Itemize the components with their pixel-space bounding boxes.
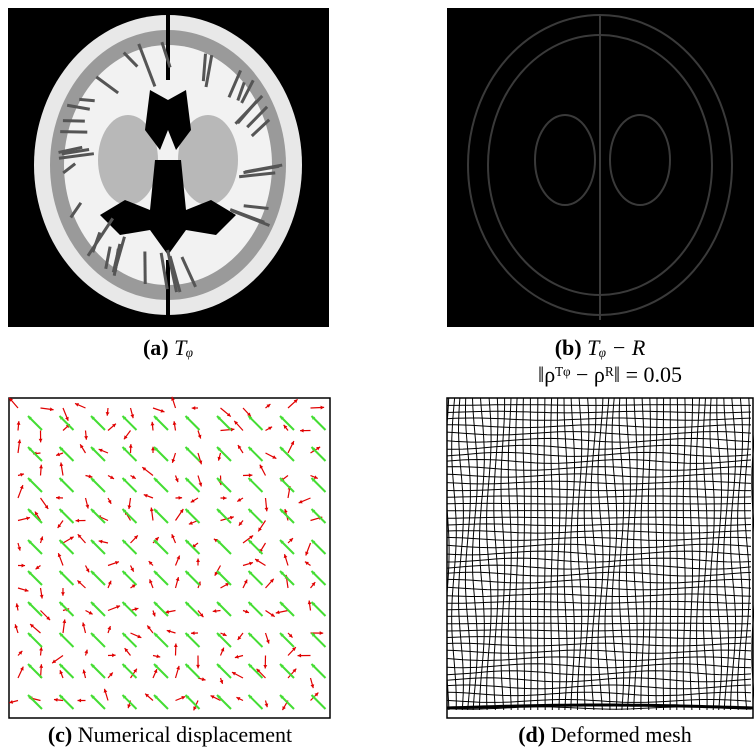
mesh-line (447, 623, 751, 624)
caption-text: Deformed mesh (551, 722, 692, 747)
panel-label: (b) (555, 335, 582, 360)
panel-label: (c) (48, 722, 72, 747)
displacement-field (9, 397, 330, 718)
caption-d: (d) Deformed mesh (480, 722, 730, 748)
caption-a: (a) Tᵩ (88, 335, 248, 361)
caption-text: Tᵩ − R (587, 335, 645, 360)
deformed-mesh (445, 398, 754, 718)
caption-text: Numerical displacement (78, 722, 292, 747)
caption-note: ‖ρᵀᵠ − ρᴿ‖ = 0.05 (538, 362, 682, 387)
sulcus (79, 99, 94, 100)
panel-label: (a) (143, 335, 169, 360)
caption-text: Tᵩ (174, 335, 193, 360)
caption-c: (c) Numerical displacement (0, 722, 340, 748)
caption-b: (b) Tᵩ − R (500, 335, 700, 361)
difference-image (447, 8, 754, 327)
panel-label: (d) (518, 722, 545, 747)
brain-image (8, 8, 329, 327)
caption-b-note: ‖ρᵀᵠ − ρᴿ‖ = 0.05 (480, 362, 740, 388)
page: (a) Tᵩ (b) Tᵩ − R ‖ρᵀᵠ − ρᴿ‖ = 0.05 (c) … (0, 0, 754, 749)
